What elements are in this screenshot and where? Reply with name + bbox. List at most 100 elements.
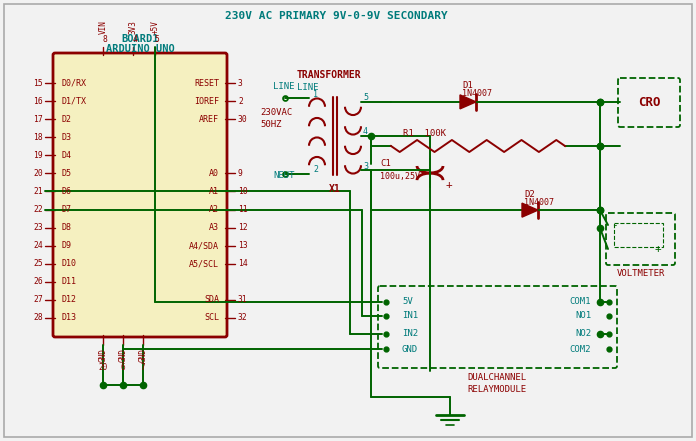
FancyBboxPatch shape — [606, 213, 675, 265]
Text: D12: D12 — [61, 295, 76, 304]
Text: 14: 14 — [238, 259, 248, 268]
Text: 20: 20 — [98, 363, 108, 373]
Text: VIN: VIN — [99, 20, 107, 34]
Text: NO1: NO1 — [575, 311, 591, 321]
Text: 30: 30 — [238, 115, 248, 123]
Text: GND: GND — [139, 348, 148, 362]
FancyBboxPatch shape — [618, 78, 680, 127]
Text: 5: 5 — [363, 93, 368, 102]
Text: D0/RX: D0/RX — [61, 78, 86, 87]
Text: GND: GND — [99, 348, 107, 362]
Text: A4/SDA: A4/SDA — [189, 241, 219, 250]
Text: 9: 9 — [238, 169, 243, 178]
FancyBboxPatch shape — [53, 53, 227, 337]
Text: D1: D1 — [462, 82, 473, 90]
Text: 24: 24 — [33, 241, 43, 250]
Text: IN1: IN1 — [402, 311, 418, 321]
Text: D10: D10 — [61, 259, 76, 268]
Text: 100u,25V: 100u,25V — [380, 172, 420, 180]
Text: A1: A1 — [209, 187, 219, 196]
FancyBboxPatch shape — [378, 286, 617, 368]
Text: 21: 21 — [33, 187, 43, 196]
Text: 27: 27 — [33, 295, 43, 304]
Text: D13: D13 — [61, 314, 76, 322]
Text: 23: 23 — [33, 223, 43, 232]
Text: 4: 4 — [132, 34, 137, 44]
Text: 4: 4 — [363, 127, 368, 137]
Text: 5V: 5V — [402, 298, 413, 306]
Text: 50HZ: 50HZ — [260, 120, 281, 129]
Text: D2: D2 — [524, 190, 535, 198]
Text: A2: A2 — [209, 205, 219, 214]
Text: COM2: COM2 — [569, 344, 591, 354]
Text: D6: D6 — [61, 187, 71, 196]
Bar — [614, 223, 663, 247]
Text: 16: 16 — [33, 97, 43, 105]
Text: 3V3: 3V3 — [129, 20, 138, 34]
Text: RESET: RESET — [194, 78, 219, 87]
Text: 6: 6 — [120, 363, 125, 373]
Text: -: - — [611, 220, 618, 230]
Text: D8: D8 — [61, 223, 71, 232]
Text: GND: GND — [118, 348, 127, 362]
Text: C1: C1 — [380, 160, 390, 168]
Polygon shape — [460, 95, 476, 109]
Text: D3: D3 — [61, 133, 71, 142]
Text: 10: 10 — [238, 187, 248, 196]
Text: 32: 32 — [238, 314, 248, 322]
Text: 1N4007: 1N4007 — [462, 90, 492, 98]
Text: 13: 13 — [238, 241, 248, 250]
Text: SDA: SDA — [204, 295, 219, 304]
Text: D4: D4 — [61, 151, 71, 160]
Text: GND: GND — [402, 344, 418, 354]
Text: 12: 12 — [238, 223, 248, 232]
Text: R1  100K: R1 100K — [403, 130, 446, 138]
Text: 25: 25 — [33, 259, 43, 268]
Text: D9: D9 — [61, 241, 71, 250]
Text: A3: A3 — [209, 223, 219, 232]
Text: NO2: NO2 — [575, 329, 591, 339]
Text: IOREF: IOREF — [194, 97, 219, 105]
Text: 3: 3 — [363, 161, 368, 171]
Text: 31: 31 — [238, 295, 248, 304]
Text: BOARD1: BOARD1 — [121, 34, 159, 44]
Text: 17: 17 — [33, 115, 43, 123]
Text: 1N4007: 1N4007 — [524, 198, 554, 207]
Text: +: + — [655, 244, 662, 254]
Text: 11: 11 — [238, 205, 248, 214]
Text: COM1: COM1 — [569, 298, 591, 306]
Text: LINE: LINE — [273, 82, 294, 91]
Text: 15: 15 — [33, 78, 43, 87]
Text: NEUT: NEUT — [273, 171, 294, 180]
Text: CRO: CRO — [638, 96, 661, 109]
Text: SCL: SCL — [204, 314, 219, 322]
Text: A0: A0 — [209, 169, 219, 178]
Text: A5/SCL: A5/SCL — [189, 259, 219, 268]
Text: +5V: +5V — [150, 20, 159, 34]
Text: DUALCHANNEL: DUALCHANNEL — [468, 374, 527, 382]
Text: 2: 2 — [313, 165, 318, 174]
Text: X1: X1 — [329, 184, 341, 194]
Text: ARDUINO UNO: ARDUINO UNO — [106, 44, 175, 54]
Text: 28: 28 — [33, 314, 43, 322]
Text: D11: D11 — [61, 277, 76, 286]
Text: VOLTMETER: VOLTMETER — [617, 269, 665, 277]
Text: D5: D5 — [61, 169, 71, 178]
Text: 230V AC PRIMARY 9V-0-9V SECONDARY: 230V AC PRIMARY 9V-0-9V SECONDARY — [225, 11, 448, 21]
Text: 2: 2 — [238, 97, 243, 105]
Text: 26: 26 — [33, 277, 43, 286]
Text: IN2: IN2 — [402, 329, 418, 339]
Text: D1/TX: D1/TX — [61, 97, 86, 105]
Text: TRANSFORMER: TRANSFORMER — [297, 70, 362, 80]
Text: 3: 3 — [238, 78, 243, 87]
Text: D7: D7 — [61, 205, 71, 214]
Text: LINE: LINE — [297, 82, 319, 91]
Text: 7: 7 — [141, 363, 145, 373]
Text: AREF: AREF — [199, 115, 219, 123]
Text: D2: D2 — [61, 115, 71, 123]
Text: RELAYMODULE: RELAYMODULE — [468, 385, 527, 395]
Text: 1: 1 — [313, 90, 318, 99]
Text: 230VAC: 230VAC — [260, 108, 292, 117]
Text: 19: 19 — [33, 151, 43, 160]
Text: 20: 20 — [33, 169, 43, 178]
